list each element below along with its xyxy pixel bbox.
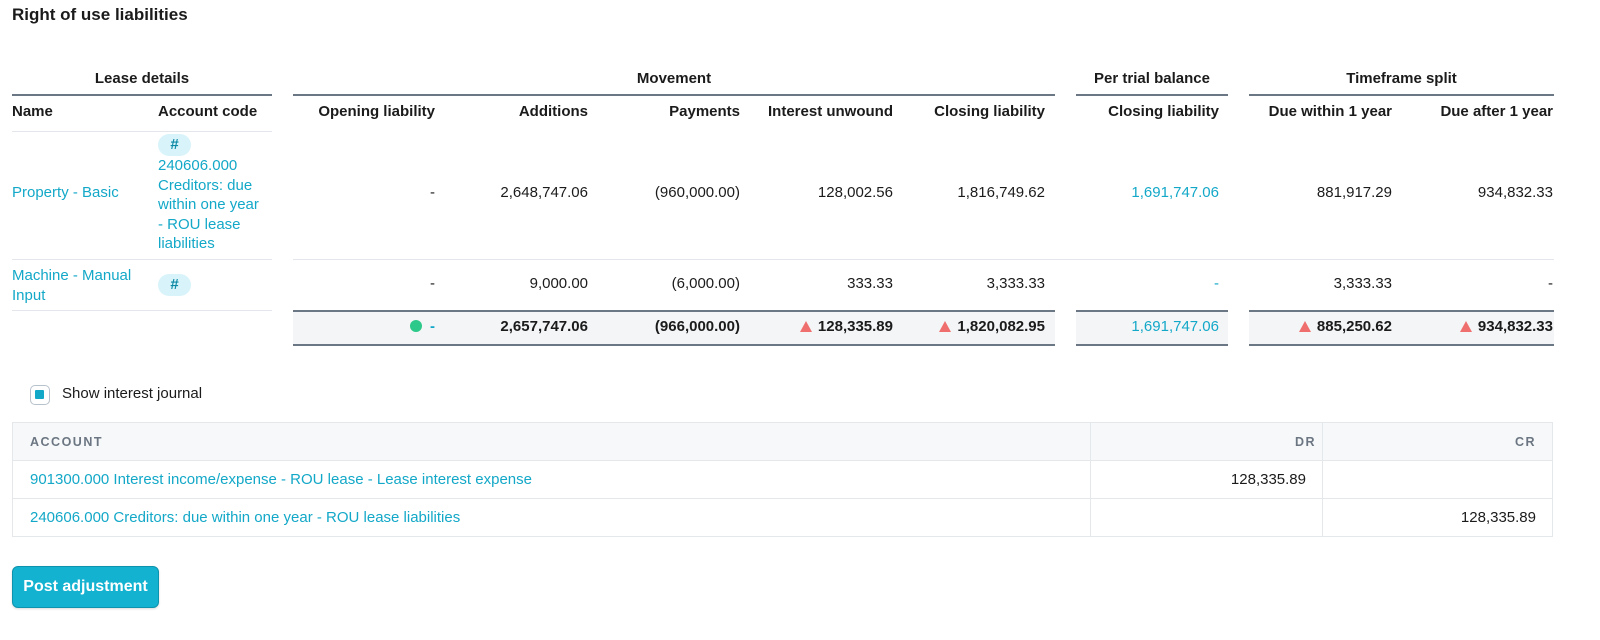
interest-unwound-value: 128,002.56: [817, 184, 893, 201]
hash-icon[interactable]: #: [158, 134, 191, 156]
journal-account-link[interactable]: 240606.000 Creditors: due within one yea…: [30, 509, 461, 526]
col-header-account-code: Account code: [158, 103, 258, 120]
interest-unwound-value: 333.33: [847, 275, 893, 292]
due-within-value: 881,917.29: [1316, 184, 1392, 201]
total-interest-unwound: 128,335.89: [753, 318, 893, 335]
due-after-value: 934,832.33: [1477, 184, 1553, 201]
lease-name-link[interactable]: Property - Basic: [12, 184, 119, 201]
journal-dr-value: [1091, 499, 1306, 536]
totals-divider: [293, 310, 1055, 312]
journal-line: 240606.000 Creditors: due within one yea…: [13, 498, 1552, 536]
payments-value: (960,000.00): [654, 184, 740, 201]
group-divider: [1076, 94, 1228, 96]
row-divider: [12, 310, 272, 311]
warning-triangle-icon: [799, 321, 812, 332]
col-header-name: Name: [12, 103, 53, 120]
group-divider: [293, 94, 1055, 96]
additions-value: 2,648,747.06: [500, 184, 588, 201]
opening-liability-value: -: [430, 184, 435, 201]
group-lease-details: Lease details: [94, 70, 190, 87]
group-divider: [12, 94, 272, 96]
totals-divider: [293, 344, 1055, 346]
lease-name-line: Input: [12, 286, 46, 304]
totals-background: [1076, 312, 1228, 345]
show-interest-journal-label[interactable]: Show interest journal: [62, 385, 203, 402]
col-header-due-within-1-year: Due within 1 year: [1268, 103, 1392, 120]
tb-closing-liability-link[interactable]: 1,691,747.06: [1131, 184, 1219, 201]
group-movement: Movement: [636, 70, 712, 87]
lease-name-link[interactable]: Machine - Manual Input: [12, 266, 131, 305]
total-due-after: 934,832.33: [1393, 318, 1553, 335]
interest-journal-table: ACCOUNT DR CR 901300.000 Interest income…: [12, 422, 1553, 537]
col-header-closing-liability: Closing liability: [934, 103, 1045, 120]
closing-liability-value: 3,333.33: [986, 275, 1045, 292]
col-header-tb-closing-liability: Closing liability: [1108, 103, 1219, 120]
total-additions: 2,657,747.06: [500, 318, 588, 335]
warning-triangle-icon: [1298, 321, 1311, 332]
page-title: Right of use liabilities: [12, 5, 188, 24]
column-divider: [1090, 499, 1091, 536]
total-payments: (966,000.00): [654, 318, 740, 335]
opening-liability-value: -: [430, 275, 435, 292]
total-interest-value: 128,335.89: [817, 318, 893, 335]
total-opening-liability: -: [295, 318, 435, 335]
warning-triangle-icon: [939, 321, 952, 332]
totals-divider: [1249, 344, 1554, 346]
column-divider: [1322, 423, 1323, 460]
total-due-after-value: 934,832.33: [1477, 318, 1553, 335]
post-adjustment-button[interactable]: Post adjustment: [12, 566, 159, 608]
additions-value: 9,000.00: [529, 275, 588, 292]
total-closing-liability: 1,820,082.95: [905, 318, 1045, 335]
group-per-trial-balance: Per trial balance: [1094, 70, 1210, 87]
total-opening-value: -: [430, 318, 435, 335]
journal-cr-value: [1323, 461, 1536, 498]
totals-divider: [1076, 310, 1228, 312]
totals-divider: [1076, 344, 1228, 346]
col-header-interest-unwound: Interest unwound: [768, 103, 893, 120]
journal-header-row: ACCOUNT DR CR: [13, 423, 1552, 460]
total-tb-closing-liability-link[interactable]: 1,691,747.06: [1131, 318, 1219, 335]
group-timeframe-split: Timeframe split: [1346, 70, 1457, 87]
column-divider: [1090, 423, 1091, 460]
journal-header-account: ACCOUNT: [30, 434, 103, 449]
row-divider: [12, 259, 272, 260]
header-divider: [12, 131, 272, 132]
journal-dr-value: 128,335.89: [1230, 471, 1306, 488]
tb-closing-liability-link[interactable]: -: [1214, 275, 1219, 292]
lease-name-line: Machine - Manual: [12, 267, 132, 284]
total-due-within: 885,250.62: [1232, 318, 1392, 335]
journal-cr-value: 128,335.89: [1460, 509, 1536, 526]
status-ok-icon: [410, 320, 422, 332]
due-after-value: -: [1548, 275, 1553, 292]
due-within-value: 3,333.33: [1333, 275, 1392, 292]
total-closing-value: 1,820,082.95: [957, 318, 1045, 335]
col-header-opening-liability: Opening liability: [318, 103, 435, 120]
journal-header-cr: CR: [1514, 434, 1536, 449]
total-due-within-value: 885,250.62: [1316, 318, 1392, 335]
show-interest-journal-checkbox[interactable]: [30, 385, 50, 405]
closing-liability-value: 1,816,749.62: [957, 184, 1045, 201]
group-divider: [1249, 94, 1554, 96]
row-divider: [293, 259, 1554, 260]
col-header-payments: Payments: [669, 103, 740, 120]
warning-triangle-icon: [1459, 321, 1472, 332]
checkbox-check-mark: [35, 390, 44, 399]
column-divider: [1090, 461, 1091, 498]
journal-line: 901300.000 Interest income/expense - ROU…: [13, 460, 1552, 498]
hash-icon[interactable]: #: [158, 274, 191, 296]
column-divider: [1322, 461, 1323, 498]
col-header-additions: Additions: [518, 103, 588, 120]
payments-value: (6,000.00): [671, 275, 740, 292]
totals-divider: [1249, 310, 1554, 312]
col-header-due-after-1-year: Due after 1 year: [1440, 103, 1553, 120]
journal-header-dr: DR: [1294, 434, 1316, 449]
journal-account-link[interactable]: 901300.000 Interest income/expense - ROU…: [30, 471, 532, 488]
column-divider: [1322, 499, 1323, 536]
account-code-link[interactable]: 240606.000 Creditors: due within one yea…: [158, 157, 259, 252]
